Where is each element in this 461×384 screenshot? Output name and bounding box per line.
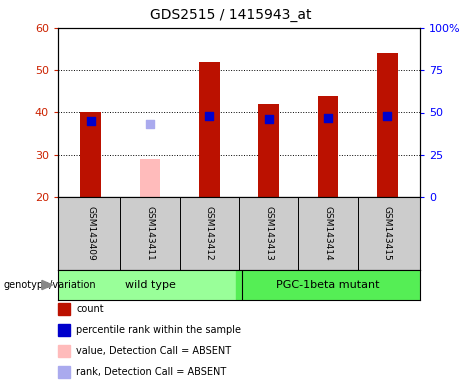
Text: GSM143411: GSM143411 xyxy=(146,206,154,261)
Text: PGC-1beta mutant: PGC-1beta mutant xyxy=(276,280,380,290)
Bar xyxy=(80,113,101,197)
Bar xyxy=(58,270,242,300)
Bar xyxy=(377,53,398,197)
Text: value, Detection Call = ABSENT: value, Detection Call = ABSENT xyxy=(77,346,231,356)
Text: GDS2515 / 1415943_at: GDS2515 / 1415943_at xyxy=(150,8,311,22)
Text: genotype/variation: genotype/variation xyxy=(3,280,95,290)
Bar xyxy=(199,62,220,197)
Text: count: count xyxy=(77,304,104,314)
Point xyxy=(146,121,154,127)
Point xyxy=(206,113,213,119)
Bar xyxy=(236,270,420,300)
Point xyxy=(325,114,332,121)
Text: GSM143413: GSM143413 xyxy=(264,206,273,261)
Bar xyxy=(318,96,338,197)
Text: GSM143414: GSM143414 xyxy=(324,206,332,261)
Bar xyxy=(140,159,160,197)
Point xyxy=(265,116,272,122)
Text: rank, Detection Call = ABSENT: rank, Detection Call = ABSENT xyxy=(77,367,227,377)
Bar xyxy=(258,104,279,197)
Point xyxy=(384,113,391,119)
Text: GSM143412: GSM143412 xyxy=(205,206,214,261)
Text: wild type: wild type xyxy=(124,280,176,290)
Text: GSM143415: GSM143415 xyxy=(383,206,392,261)
Text: percentile rank within the sample: percentile rank within the sample xyxy=(77,325,242,335)
Point xyxy=(87,118,95,124)
Text: GSM143409: GSM143409 xyxy=(86,206,95,261)
